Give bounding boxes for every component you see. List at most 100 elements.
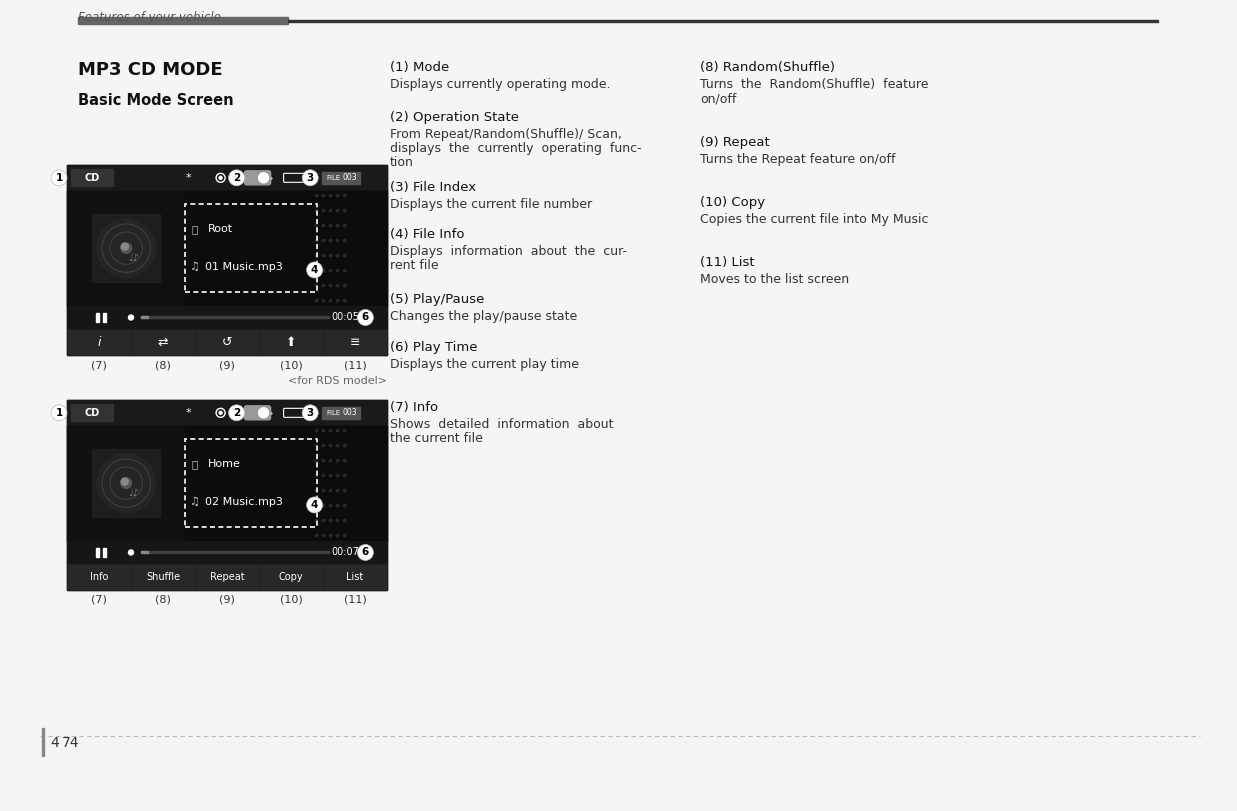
Circle shape xyxy=(344,299,346,302)
Circle shape xyxy=(315,209,318,212)
Circle shape xyxy=(307,497,323,513)
Text: *: * xyxy=(186,408,192,418)
Circle shape xyxy=(259,173,268,182)
Bar xyxy=(322,407,360,418)
Text: (3) File Index: (3) File Index xyxy=(390,181,476,194)
Bar xyxy=(186,440,317,527)
Text: (7): (7) xyxy=(92,595,106,605)
Text: Info: Info xyxy=(90,573,108,582)
Circle shape xyxy=(51,169,67,186)
Text: tion: tion xyxy=(390,156,414,169)
Text: 00:07: 00:07 xyxy=(332,547,359,557)
Text: (7) Info: (7) Info xyxy=(390,401,438,414)
Bar xyxy=(288,19,1158,22)
Bar xyxy=(195,330,259,354)
Circle shape xyxy=(336,444,339,447)
Circle shape xyxy=(129,315,134,320)
Circle shape xyxy=(336,474,339,477)
Circle shape xyxy=(336,255,339,257)
Bar xyxy=(67,400,387,590)
Circle shape xyxy=(323,460,325,461)
Circle shape xyxy=(329,474,332,477)
Circle shape xyxy=(307,262,323,278)
Circle shape xyxy=(336,269,339,272)
Circle shape xyxy=(344,225,346,227)
Circle shape xyxy=(315,504,318,507)
Text: Shuffle: Shuffle xyxy=(146,573,181,582)
Text: (10) Copy: (10) Copy xyxy=(700,196,766,209)
Circle shape xyxy=(315,474,318,477)
Circle shape xyxy=(121,243,129,250)
Circle shape xyxy=(219,411,223,414)
Bar xyxy=(132,330,194,354)
Text: Root: Root xyxy=(208,224,233,234)
Circle shape xyxy=(344,195,346,197)
Bar xyxy=(68,330,130,354)
Text: (5) Play/Pause: (5) Play/Pause xyxy=(390,293,485,306)
Circle shape xyxy=(336,460,339,461)
Bar xyxy=(141,316,329,319)
Text: ⇄: ⇄ xyxy=(158,336,168,349)
Circle shape xyxy=(329,444,332,447)
Text: ♫: ♫ xyxy=(190,262,200,272)
Circle shape xyxy=(336,225,339,227)
Text: (9) Repeat: (9) Repeat xyxy=(700,136,769,149)
Text: 003: 003 xyxy=(343,174,356,182)
Text: 4: 4 xyxy=(310,265,318,275)
Text: 3: 3 xyxy=(307,173,314,182)
Circle shape xyxy=(96,453,156,513)
Bar xyxy=(67,329,387,355)
Bar xyxy=(103,548,106,557)
Bar xyxy=(67,400,387,426)
Bar xyxy=(95,548,99,557)
Text: 1: 1 xyxy=(56,173,63,182)
Circle shape xyxy=(121,242,131,253)
Text: Turns  the  Random(Shuffle)  feature: Turns the Random(Shuffle) feature xyxy=(700,78,929,91)
Circle shape xyxy=(344,209,346,212)
Circle shape xyxy=(302,169,318,186)
FancyBboxPatch shape xyxy=(245,171,271,185)
Circle shape xyxy=(329,460,332,461)
Text: (8) Random(Shuffle): (8) Random(Shuffle) xyxy=(700,61,835,74)
Circle shape xyxy=(315,285,318,287)
Text: rent file: rent file xyxy=(390,259,439,272)
Text: Displays the current file number: Displays the current file number xyxy=(390,198,593,211)
FancyBboxPatch shape xyxy=(245,406,271,420)
Circle shape xyxy=(336,195,339,197)
Text: 2: 2 xyxy=(233,173,240,182)
Text: (4) File Info: (4) File Info xyxy=(390,228,465,241)
Text: 🗁: 🗁 xyxy=(192,224,198,234)
Text: (10): (10) xyxy=(280,360,302,370)
Bar xyxy=(324,330,386,354)
Circle shape xyxy=(329,225,332,227)
Bar xyxy=(67,165,387,191)
Circle shape xyxy=(344,519,346,521)
Text: Copy: Copy xyxy=(278,573,303,582)
Text: MP3 CD MODE: MP3 CD MODE xyxy=(78,61,223,79)
Text: displays  the  currently  operating  func-: displays the currently operating func- xyxy=(390,142,642,155)
Text: <for RDS model>: <for RDS model> xyxy=(288,376,387,386)
Circle shape xyxy=(336,519,339,521)
Circle shape xyxy=(344,239,346,242)
Circle shape xyxy=(315,534,318,537)
Circle shape xyxy=(344,285,346,287)
Bar xyxy=(67,191,387,306)
Circle shape xyxy=(315,239,318,242)
Text: Home: Home xyxy=(208,459,240,469)
Bar xyxy=(71,169,113,186)
Circle shape xyxy=(344,504,346,507)
Circle shape xyxy=(219,176,223,179)
Text: Basic Mode Screen: Basic Mode Screen xyxy=(78,93,234,108)
Circle shape xyxy=(336,299,339,302)
Text: (8): (8) xyxy=(155,360,171,370)
Circle shape xyxy=(315,255,318,257)
Text: ⬆: ⬆ xyxy=(286,336,296,349)
Circle shape xyxy=(344,460,346,461)
Bar xyxy=(324,565,386,589)
Text: Moves to the list screen: Moves to the list screen xyxy=(700,273,849,286)
Text: Displays currently operating mode.: Displays currently operating mode. xyxy=(390,78,611,91)
Text: ♩♪: ♩♪ xyxy=(129,253,139,264)
Circle shape xyxy=(329,504,332,507)
Circle shape xyxy=(229,405,245,421)
Text: CD: CD xyxy=(84,173,99,182)
